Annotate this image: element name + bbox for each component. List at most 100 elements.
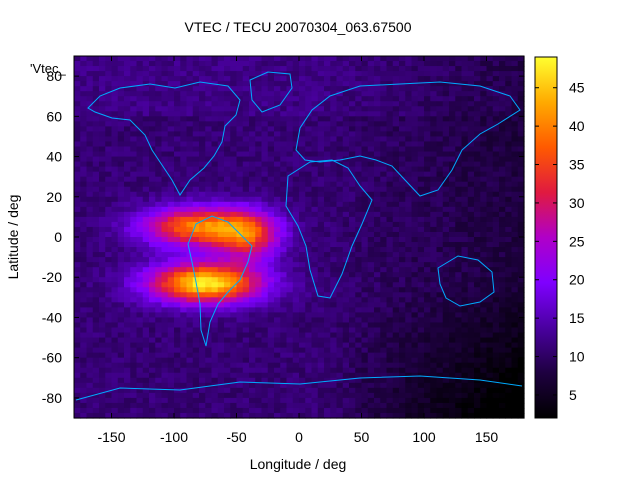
heatmap-cell xyxy=(174,221,181,228)
heatmap-cell xyxy=(336,181,344,188)
heatmap-cell xyxy=(361,56,369,62)
heatmap-cell xyxy=(361,96,369,102)
heatmap-cell xyxy=(149,106,156,112)
heatmap-cell xyxy=(155,96,163,102)
heatmap-cell xyxy=(399,86,406,92)
heatmap-cell xyxy=(99,146,106,153)
heatmap-cell xyxy=(105,332,113,339)
heatmap-cell xyxy=(261,101,269,107)
heatmap-cell xyxy=(255,56,263,62)
heatmap-cell xyxy=(224,71,231,77)
heatmap-cell xyxy=(349,71,356,77)
heatmap-cell xyxy=(124,262,131,268)
heatmap-cell xyxy=(505,91,513,97)
heatmap-cell xyxy=(436,81,444,87)
heatmap-cell xyxy=(86,91,94,97)
heatmap-cell xyxy=(511,116,519,122)
heatmap-cell xyxy=(136,277,144,283)
heatmap-cell xyxy=(392,347,400,354)
heatmap-cell xyxy=(249,146,256,153)
heatmap-cell xyxy=(117,392,125,399)
heatmap-cell xyxy=(236,387,244,394)
heatmap-cell xyxy=(155,352,163,359)
heatmap-cell xyxy=(80,91,88,97)
heatmap-cell xyxy=(174,151,181,158)
heatmap-cell xyxy=(130,242,138,248)
heatmap-cell xyxy=(80,272,88,278)
heatmap-cell xyxy=(392,191,400,198)
heatmap-cell xyxy=(267,196,275,203)
heatmap-cell xyxy=(117,362,125,369)
heatmap-cell xyxy=(205,61,213,67)
heatmap-cell xyxy=(286,131,294,138)
heatmap-cell xyxy=(205,76,213,82)
heatmap-cell xyxy=(99,166,106,173)
heatmap-cell xyxy=(424,387,431,394)
heatmap-cell xyxy=(517,332,525,339)
heatmap-cell xyxy=(274,267,281,273)
heatmap-cell xyxy=(499,237,506,243)
heatmap-cell xyxy=(192,146,200,153)
heatmap-cell xyxy=(342,367,350,374)
heatmap-cell xyxy=(130,337,138,344)
heatmap-cell xyxy=(367,56,375,62)
heatmap-cell xyxy=(511,121,519,127)
heatmap-cell xyxy=(336,377,344,384)
heatmap-cell xyxy=(517,367,525,374)
heatmap-cell xyxy=(517,231,525,238)
heatmap-cell xyxy=(336,332,344,339)
heatmap-cell xyxy=(467,312,475,319)
heatmap-cell xyxy=(124,216,131,223)
heatmap-cell xyxy=(317,146,325,153)
heatmap-cell xyxy=(286,327,294,334)
heatmap-cell xyxy=(161,206,169,213)
heatmap-cell xyxy=(230,141,238,148)
heatmap-cell xyxy=(199,86,206,92)
heatmap-cell xyxy=(330,151,338,158)
heatmap-cell xyxy=(105,106,113,112)
heatmap-cell xyxy=(411,382,419,389)
heatmap-cell xyxy=(180,377,188,384)
heatmap-cell xyxy=(111,196,119,203)
heatmap-cell xyxy=(367,322,375,329)
heatmap-cell xyxy=(174,161,181,168)
heatmap-cell xyxy=(217,121,225,127)
heatmap-cell xyxy=(86,237,94,243)
heatmap-cell xyxy=(374,317,381,324)
heatmap-cell xyxy=(174,397,181,404)
heatmap-cell xyxy=(361,272,369,278)
heatmap-cell xyxy=(224,277,231,283)
heatmap-cell xyxy=(330,247,338,253)
heatmap-cell xyxy=(186,116,194,122)
heatmap-cell xyxy=(149,101,156,107)
heatmap-cell xyxy=(255,136,263,143)
heatmap-cell xyxy=(180,216,188,223)
heatmap-cell xyxy=(480,337,488,344)
heatmap-cell xyxy=(374,297,381,303)
heatmap-cell xyxy=(130,106,138,112)
heatmap-cell xyxy=(186,86,194,92)
heatmap-cell xyxy=(136,66,144,72)
heatmap-cell xyxy=(342,237,350,243)
heatmap-cell xyxy=(336,191,344,198)
heatmap-cell xyxy=(192,101,200,107)
heatmap-cell xyxy=(130,327,138,334)
heatmap-cell xyxy=(299,226,306,233)
heatmap-cell xyxy=(292,262,300,268)
heatmap-cell xyxy=(336,277,344,283)
heatmap-cell xyxy=(311,292,319,298)
heatmap-cell xyxy=(180,367,188,374)
heatmap-cell xyxy=(380,231,388,238)
heatmap-cell xyxy=(161,392,169,399)
heatmap-cell xyxy=(492,211,500,218)
heatmap-cell xyxy=(330,211,338,218)
heatmap-cell xyxy=(386,282,394,288)
heatmap-cell xyxy=(174,312,181,319)
heatmap-cell xyxy=(224,216,231,223)
heatmap-cell xyxy=(511,317,519,324)
heatmap-cell xyxy=(111,186,119,193)
heatmap-cell xyxy=(486,166,494,173)
heatmap-cell xyxy=(499,71,506,77)
heatmap-cell xyxy=(292,156,300,163)
heatmap-cell xyxy=(392,161,400,168)
